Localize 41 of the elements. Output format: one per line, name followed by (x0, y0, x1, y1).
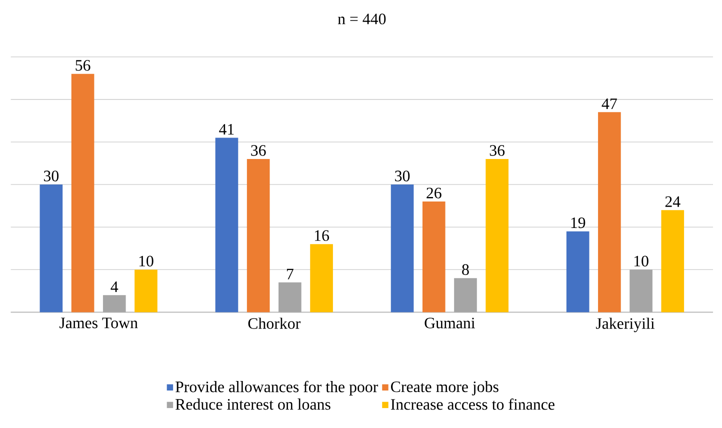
chart-title: n = 440 (338, 14, 386, 24)
bar (598, 112, 621, 312)
legend-label: Reduce interest on loans (176, 398, 330, 410)
data-label: 7 (287, 268, 294, 280)
data-label: 36 (251, 145, 266, 156)
bar (310, 244, 333, 312)
bar (390, 184, 414, 312)
x-tick-label: Gumani (424, 318, 475, 328)
legend-label: Create more jobs (391, 381, 498, 396)
data-label: 41 (219, 124, 234, 135)
data-label: 30 (395, 170, 410, 182)
data-label: 30 (44, 170, 59, 182)
bar (486, 159, 508, 312)
x-tick-label: James Town (60, 318, 138, 328)
legend-label: Increase access to finance (390, 398, 554, 410)
data-label: 10 (139, 256, 154, 267)
x-tick-label: Chorkor (248, 318, 300, 329)
bar (278, 282, 302, 312)
data-label: 4 (110, 282, 118, 292)
bar (215, 138, 238, 312)
data-label: 10 (634, 256, 648, 267)
bar (454, 278, 477, 312)
x-tick-label: Jakeriyili (596, 318, 655, 332)
bar (566, 231, 590, 312)
bar (630, 270, 652, 312)
data-label: 36 (490, 145, 505, 156)
bar (134, 270, 158, 312)
legend-label: Provide allowances for the poor (176, 380, 378, 396)
data-label: 8 (462, 264, 469, 276)
bar (71, 74, 94, 312)
data-label: 56 (76, 60, 90, 71)
bar (661, 210, 684, 312)
data-label: 16 (314, 230, 330, 241)
bar (102, 295, 126, 312)
data-label: 19 (571, 218, 586, 228)
bar (422, 202, 446, 312)
data-label: 24 (665, 196, 680, 207)
data-label: 47 (602, 98, 617, 110)
bar (40, 184, 63, 312)
bar (246, 159, 270, 312)
data-label: 26 (426, 188, 442, 198)
